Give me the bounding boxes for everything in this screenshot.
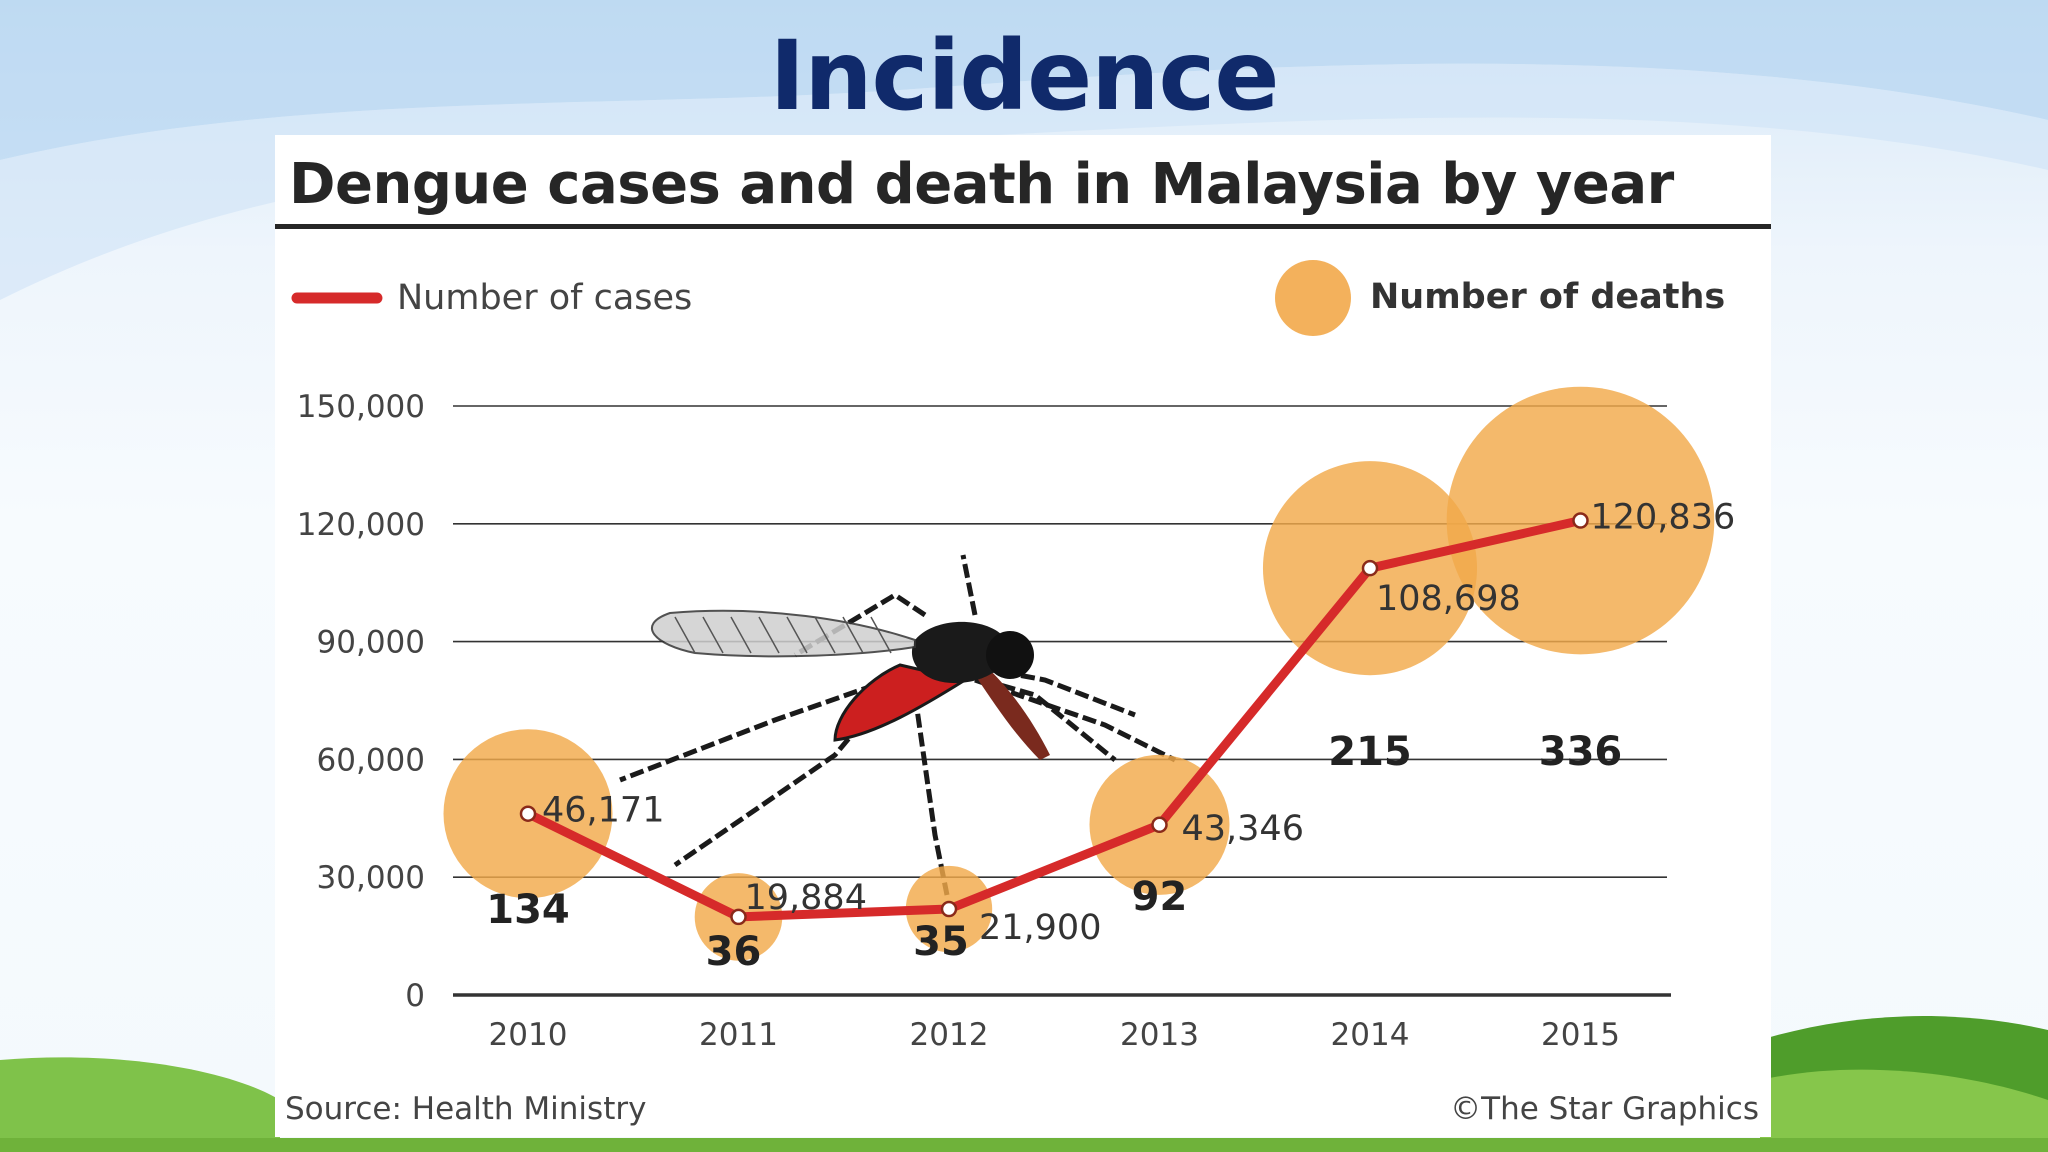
x-tick-label: 2015 <box>1541 1017 1620 1053</box>
cases-data-label: 120,836 <box>1591 498 1736 538</box>
y-tick-label: 90,000 <box>317 625 425 661</box>
background-ground-strip <box>0 1138 2048 1152</box>
y-tick-label: 120,000 <box>297 507 425 543</box>
mosquito-wing-vein <box>758 616 780 654</box>
mosquito-proboscis <box>975 670 1050 760</box>
y-tick-label: 0 <box>405 978 425 1014</box>
y-tick-label: 150,000 <box>297 389 425 425</box>
mosquito-wing <box>650 609 916 658</box>
cases-point <box>1572 512 1589 529</box>
title-rule <box>275 224 1771 229</box>
deaths-data-label: 35 <box>913 919 969 965</box>
credit-note: ©The Star Graphics <box>1450 1091 1759 1127</box>
mosquito-leg <box>912 694 950 896</box>
cases-data-label: 21,900 <box>979 908 1101 948</box>
mosquito-wing-vein <box>842 616 864 654</box>
background-wave-top-light <box>0 63 2048 301</box>
mosquito-illustration <box>619 554 1177 896</box>
background-hill-right-light <box>1760 1069 2048 1152</box>
background-wave-top <box>0 0 2048 160</box>
deaths-data-label: 134 <box>486 887 570 933</box>
mosquito-leg <box>960 554 978 616</box>
mosquito-wing-vein <box>674 616 696 654</box>
mosquito-leg <box>619 682 876 783</box>
mosquito-wing-vein <box>786 616 808 654</box>
mosquito-wing-vein <box>730 616 752 654</box>
deaths-data-label: 215 <box>1328 729 1412 775</box>
mosquito-wing-vein <box>870 616 892 654</box>
cases-line <box>523 516 1585 922</box>
x-tick-label: 2014 <box>1331 1017 1410 1053</box>
y-tick-label: 30,000 <box>317 860 425 896</box>
cases-data-label: 43,346 <box>1182 809 1304 849</box>
x-tick-label: 2010 <box>489 1017 568 1053</box>
chart-panel: Dengue cases and death in Malaysia by ye… <box>275 135 1771 1137</box>
cases-data-label: 108,698 <box>1376 579 1521 619</box>
legend-label-deaths: Number of deaths <box>1370 277 1725 317</box>
cases-point <box>1361 559 1379 577</box>
cases-data-label: 46,171 <box>542 791 664 831</box>
legend-bubble-marker <box>1275 260 1351 336</box>
mosquito-wing-vein <box>702 616 724 654</box>
legend-label-cases: Number of cases <box>397 278 692 318</box>
chart-title: Dengue cases and death in Malaysia by ye… <box>289 152 1674 217</box>
cases-point <box>519 805 537 822</box>
mosquito-wing-vein <box>814 616 836 654</box>
mosquito-abdomen <box>833 663 969 742</box>
chart-area: 0 30,000 60,000 90,000 120,000 150,000 2010 201… <box>291 260 1736 1053</box>
cases-point <box>1151 816 1168 834</box>
cases-data-label: 19,884 <box>745 878 867 918</box>
cases-point <box>730 908 747 926</box>
mosquito-thorax <box>911 621 1010 684</box>
x-tick-label: 2012 <box>910 1017 989 1053</box>
mosquito-head <box>986 631 1034 679</box>
x-tick-label: 2011 <box>699 1017 778 1053</box>
x-tick-label: 2013 <box>1120 1017 1199 1053</box>
deaths-data-label: 336 <box>1539 729 1623 775</box>
y-tick-label: 60,000 <box>317 742 425 778</box>
mosquito-leg <box>974 677 1177 763</box>
slide-title: Incidence <box>769 20 1279 132</box>
deaths-data-label: 36 <box>706 929 762 975</box>
deaths-data-label: 92 <box>1132 874 1188 920</box>
mosquito-leg <box>793 592 927 658</box>
cases-point <box>940 900 958 918</box>
background-hill-left <box>0 1057 280 1152</box>
source-note: Source: Health Ministry <box>285 1091 647 1127</box>
